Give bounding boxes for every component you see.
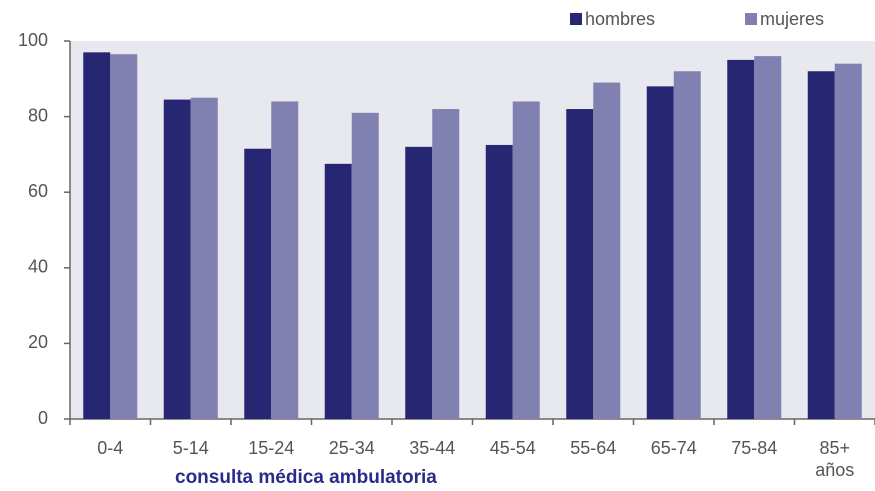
bar — [351, 112, 379, 419]
bar — [566, 109, 594, 419]
legend-swatch — [570, 13, 582, 25]
bar — [807, 71, 835, 420]
x-tick-label: 35-44 — [409, 438, 456, 458]
y-tick-label: 0 — [38, 408, 48, 428]
x-tick-label: 85+ años — [815, 438, 855, 480]
y-tick-label: 80 — [28, 105, 48, 125]
bar — [190, 97, 218, 419]
x-tick-label: 15-24 — [248, 438, 295, 458]
legend-label: mujeres — [760, 9, 824, 29]
bar — [271, 101, 299, 419]
bar — [83, 52, 111, 420]
bar — [512, 101, 540, 419]
x-tick-label: 5-14 — [172, 438, 209, 458]
bar — [727, 59, 755, 420]
y-tick-label: 100 — [18, 30, 48, 50]
x-tick-label: 55-64 — [570, 438, 617, 458]
y-tick-label: 60 — [28, 181, 48, 201]
x-tick-label: 75-84 — [731, 438, 778, 458]
x-axis-label: consulta médica ambulatoria — [175, 467, 437, 488]
bar — [405, 146, 433, 419]
bar — [754, 56, 782, 420]
bar — [244, 148, 272, 420]
bar — [324, 163, 352, 419]
x-tick-label: 45-54 — [489, 438, 536, 458]
x-tick-label: 65-74 — [650, 438, 697, 458]
bar — [432, 109, 460, 419]
bar — [485, 144, 513, 419]
x-tick-label: 0-4 — [97, 438, 124, 458]
bar — [163, 99, 191, 419]
legend-swatch — [745, 13, 757, 25]
bar — [646, 86, 674, 420]
bar — [673, 71, 701, 420]
bar — [593, 82, 621, 419]
x-tick-label: 25-34 — [328, 438, 375, 458]
y-tick-label: 20 — [28, 332, 48, 352]
y-tick-label: 40 — [28, 257, 48, 277]
bar — [834, 63, 862, 420]
legend-label: hombres — [585, 9, 655, 29]
bar — [110, 54, 138, 419]
